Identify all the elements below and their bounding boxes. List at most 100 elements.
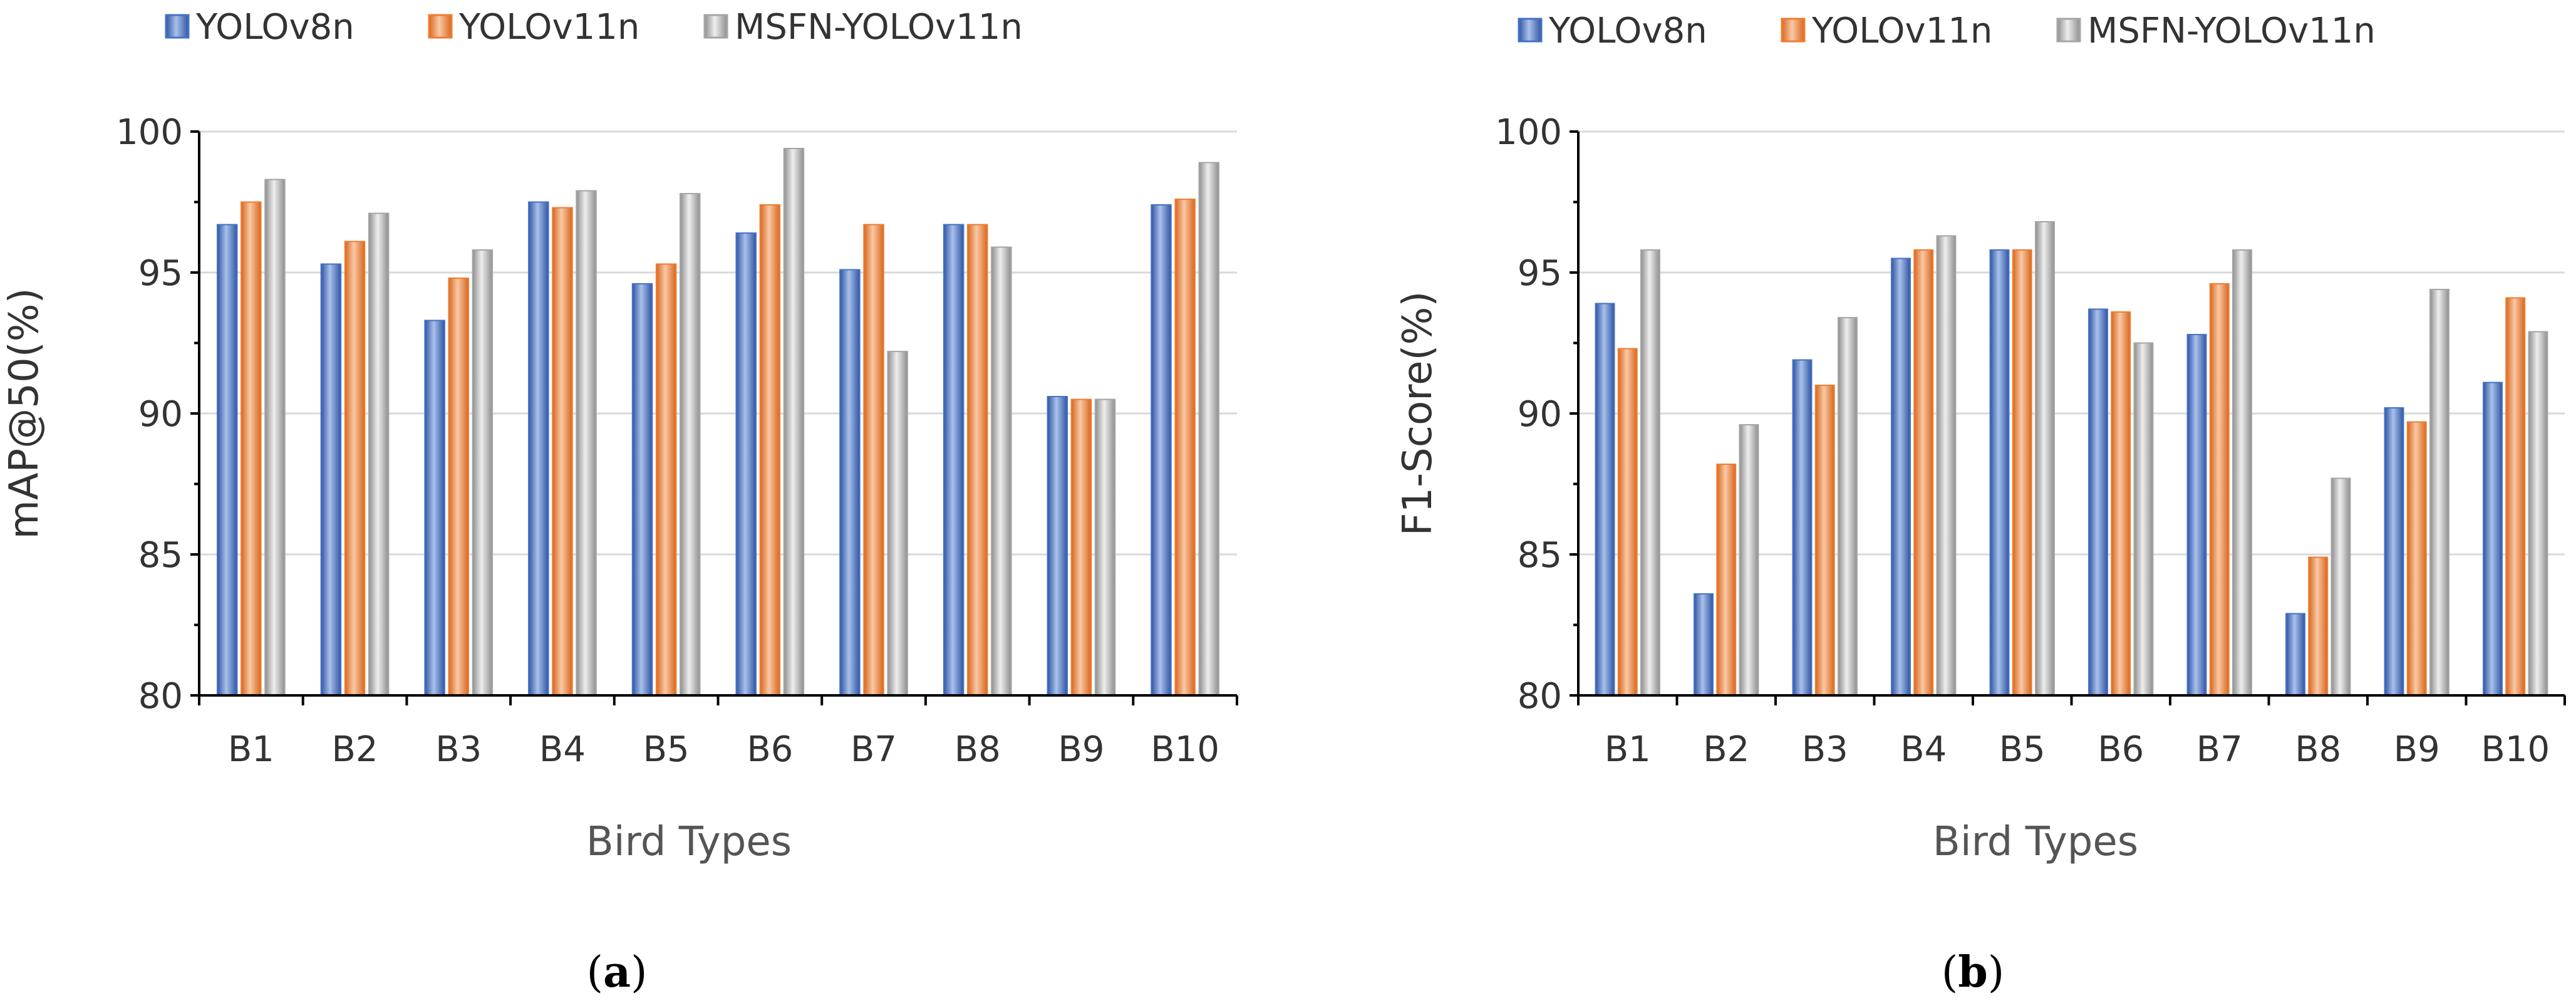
- y-tick-label: 90: [138, 394, 183, 435]
- legend-label-msfn-yolov11n: MSFN-YOLOv11n: [735, 7, 1023, 48]
- bar-yolov11n-b3: [448, 278, 469, 696]
- bar-yolov8n-b9: [1047, 396, 1068, 696]
- legend-label-yolov8n: YOLOv8n: [195, 7, 354, 48]
- bar-yolov11n-b10: [2505, 297, 2526, 696]
- bar-yolov8n-b5: [631, 283, 653, 696]
- bar-yolov11n-b10: [1174, 199, 1196, 696]
- x-tick-label: B9: [2394, 729, 2440, 770]
- legend-label-yolov8n: YOLOv8n: [1548, 11, 1707, 51]
- x-tick-label: B7: [851, 729, 897, 770]
- x-tick-label: B1: [228, 729, 274, 770]
- y-axis-title: mAP@50(%): [1, 288, 48, 539]
- bar-yolov8n-b3: [424, 320, 445, 696]
- x-tick-label: B8: [2295, 729, 2341, 770]
- x-tick-label: B1: [1605, 729, 1651, 770]
- bar-msfn-yolov11n-b5: [2035, 221, 2055, 696]
- legend-swatch-yolov11n: [1781, 18, 1806, 43]
- x-tick-label: B7: [2196, 729, 2243, 770]
- bar-msfn-yolov11n-b3: [472, 249, 494, 696]
- bar-msfn-yolov11n-b2: [1739, 424, 1759, 696]
- bar-yolov11n-b2: [344, 241, 366, 696]
- y-tick-label: 85: [138, 535, 183, 576]
- x-tick-label: B4: [1900, 729, 1947, 770]
- x-tick-label: B5: [1999, 729, 2046, 770]
- y-tick-label: 80: [1518, 676, 1562, 717]
- bar-yolov11n-b2: [1716, 464, 1737, 696]
- bar-yolov8n-b1: [216, 224, 238, 696]
- panel-label-b-letter: b: [1958, 947, 1988, 997]
- panel-label-b: (b): [1942, 947, 2005, 997]
- y-tick-label: 95: [1518, 253, 1562, 294]
- x-tick-label: B6: [747, 729, 793, 770]
- x-tick-label: B2: [1703, 729, 1749, 770]
- y-tick-label: 100: [116, 112, 183, 153]
- panel-label-a-letter: a: [603, 947, 631, 997]
- bar-yolov8n-b9: [2384, 407, 2404, 696]
- bar-yolov11n-b5: [655, 263, 677, 696]
- x-tick-label: B2: [332, 729, 378, 770]
- bar-yolov8n-b8: [2285, 613, 2305, 696]
- x-tick-label: B10: [2481, 729, 2550, 770]
- y-tick-label: 100: [1495, 112, 1562, 153]
- legend-swatch-msfn-yolov11n: [703, 14, 728, 39]
- bar-msfn-yolov11n-b9: [1094, 398, 1116, 696]
- bar-msfn-yolov11n-b7: [2232, 249, 2252, 696]
- legend-label-yolov11n: YOLOv11n: [1811, 11, 1992, 51]
- bar-yolov11n-b1: [241, 201, 262, 696]
- x-tick-label: B3: [1802, 729, 1848, 770]
- bar-yolov8n-b10: [2483, 382, 2503, 696]
- x-tick-label: B5: [643, 729, 690, 770]
- x-tick-label: B8: [954, 729, 1001, 770]
- bar-yolov11n-b9: [1070, 398, 1092, 696]
- bar-yolov11n-b6: [2111, 311, 2131, 696]
- bar-yolov8n-b10: [1151, 204, 1172, 696]
- legend-label-msfn-yolov11n: MSFN-YOLOv11n: [2087, 11, 2376, 51]
- bar-yolov8n-b1: [1595, 303, 1615, 696]
- bar-msfn-yolov11n-b10: [1198, 162, 1220, 696]
- y-axis-title: F1-Score(%): [1395, 291, 1441, 536]
- bar-msfn-yolov11n-b2: [368, 212, 390, 696]
- x-axis-title: Bird Types: [586, 819, 792, 865]
- bar-yolov8n-b5: [1989, 249, 2010, 696]
- x-axis-title: Bird Types: [1933, 819, 2138, 865]
- chart-panel-a: 80 85 90 95 100 B1 B2 B3 B4 B5 B6 B7 B8 B9 B10 mAP@50(%…: [1, 7, 1238, 865]
- bar-msfn-yolov11n-b4: [576, 190, 597, 696]
- bar-yolov11n-b7: [863, 224, 884, 696]
- x-tick-label: B3: [435, 729, 482, 770]
- y-tick-label: 80: [138, 676, 183, 717]
- x-tick-label: B9: [1058, 729, 1104, 770]
- legend-label-yolov11n: YOLOv11n: [458, 7, 639, 48]
- bar-msfn-yolov11n-b8: [2330, 477, 2351, 696]
- x-tick-label: B4: [539, 729, 586, 770]
- bar-yolov11n-b3: [1814, 385, 1835, 696]
- bar-yolov11n-b6: [759, 204, 781, 696]
- bar-yolov8n-b3: [1792, 359, 1813, 696]
- chart-panel-b: 80 85 90 95 100 B1 B2 B3 B4 B5 B6 B7 B8 B9 B10 F1-Score…: [1395, 11, 2566, 865]
- bar-yolov8n-b2: [320, 263, 342, 696]
- bar-yolov11n-b7: [2209, 283, 2230, 696]
- bar-msfn-yolov11n-b5: [680, 193, 701, 696]
- bar-msfn-yolov11n-b10: [2528, 331, 2548, 696]
- bar-yolov8n-b2: [1694, 593, 1714, 696]
- bar-yolov11n-b5: [2012, 249, 2032, 696]
- bar-msfn-yolov11n-b1: [1640, 249, 1660, 696]
- x-tick-label: B6: [2098, 729, 2144, 770]
- bar-yolov11n-b4: [1913, 249, 1934, 696]
- bar-yolov11n-b1: [1617, 348, 1638, 696]
- bar-msfn-yolov11n-b7: [887, 351, 908, 696]
- bar-yolov8n-b6: [735, 232, 757, 696]
- bar-msfn-yolov11n-b3: [1838, 317, 1858, 696]
- y-tick-label: 90: [1518, 394, 1562, 435]
- bar-yolov11n-b8: [967, 224, 988, 696]
- legend-swatch-yolov8n: [165, 14, 190, 39]
- bar-yolov8n-b6: [2088, 308, 2108, 696]
- bar-yolov8n-b4: [1891, 257, 1911, 696]
- x-tick-label: B10: [1151, 729, 1219, 770]
- legend-swatch-msfn-yolov11n: [2056, 18, 2081, 43]
- bar-msfn-yolov11n-b6: [2133, 342, 2154, 696]
- bar-yolov8n-b7: [2186, 334, 2207, 696]
- panel-label-a: (a): [586, 947, 647, 997]
- bar-yolov8n-b4: [528, 201, 549, 696]
- y-tick-label: 95: [138, 253, 183, 294]
